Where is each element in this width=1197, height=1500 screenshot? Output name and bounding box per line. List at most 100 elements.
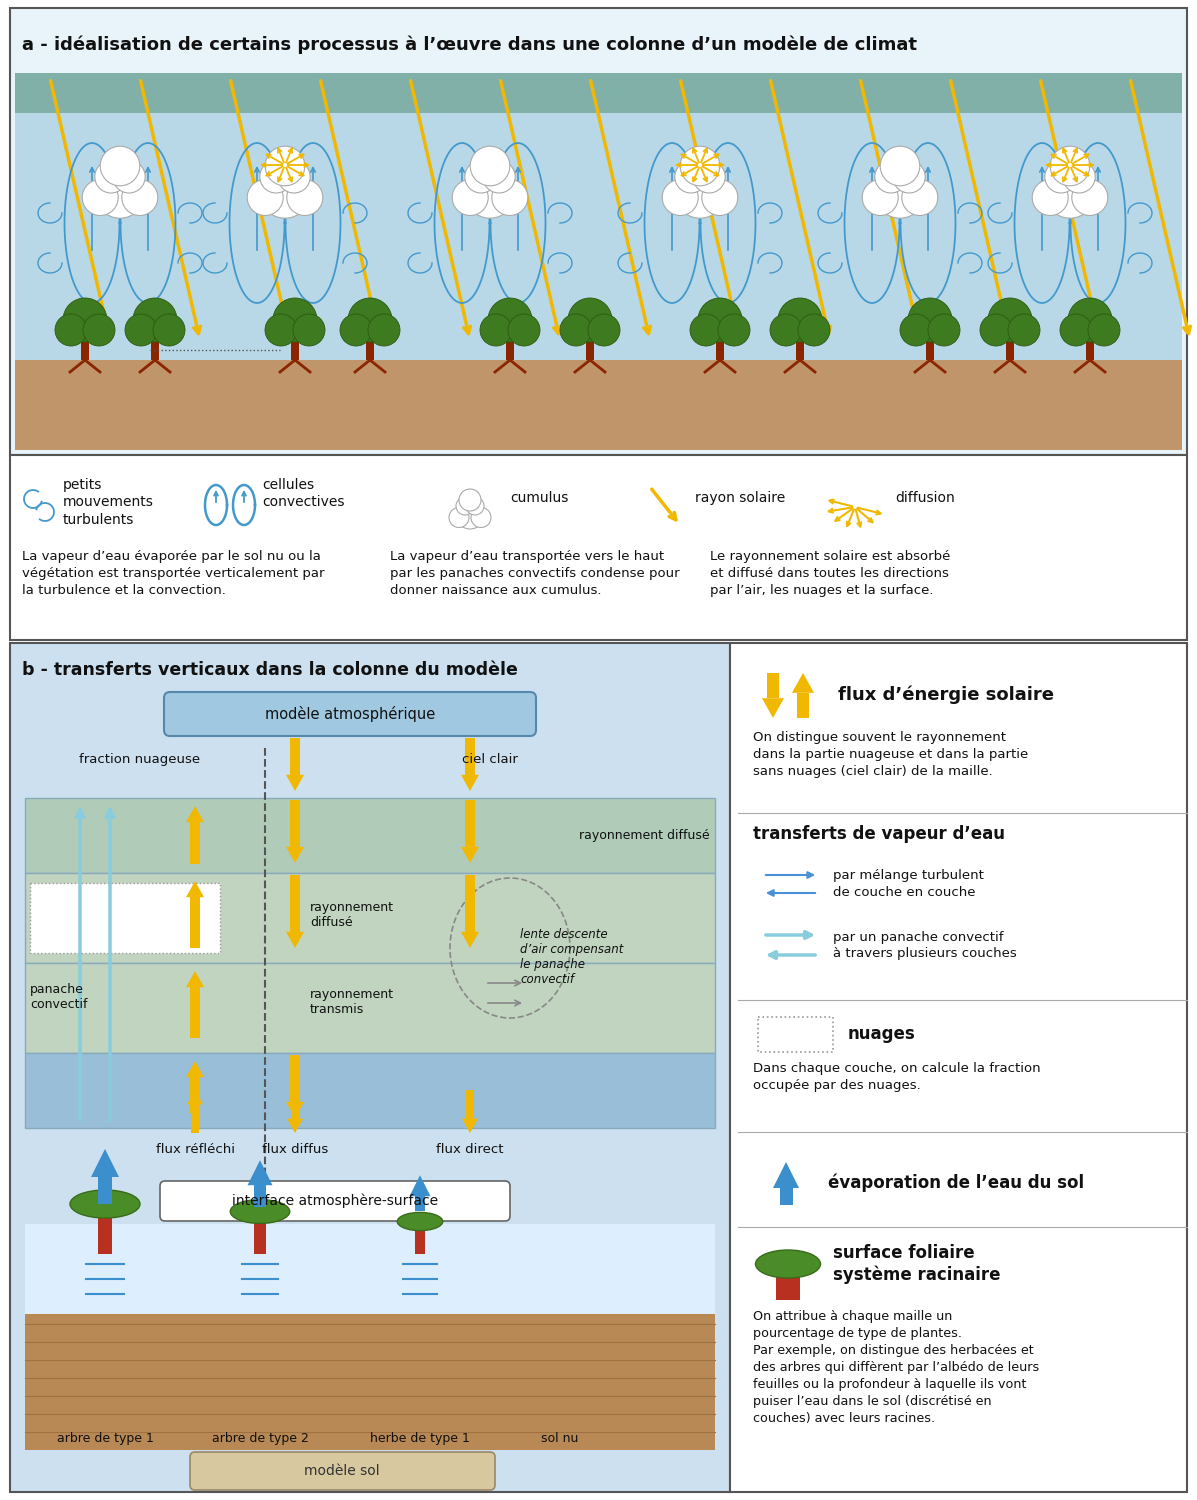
Circle shape <box>452 180 488 216</box>
Polygon shape <box>91 1149 119 1178</box>
Circle shape <box>928 314 960 346</box>
Circle shape <box>470 146 510 186</box>
Circle shape <box>901 180 937 216</box>
Text: lente descente
d’air compensant
le panache
convectif: lente descente d’air compensant le panac… <box>519 928 624 986</box>
Polygon shape <box>286 932 304 948</box>
Bar <box>796 334 804 360</box>
Text: La vapeur d’eau transportée vers le haut
par les panaches convectifs condense po: La vapeur d’eau transportée vers le haut… <box>390 550 680 597</box>
Circle shape <box>101 146 140 186</box>
Ellipse shape <box>69 1190 140 1218</box>
Circle shape <box>480 314 512 346</box>
Bar <box>366 334 373 360</box>
Text: cellules
convectives: cellules convectives <box>262 478 345 510</box>
Bar <box>30 884 220 952</box>
Circle shape <box>458 489 481 512</box>
Circle shape <box>1008 314 1040 346</box>
Text: flux diffus: flux diffus <box>262 1143 328 1156</box>
Polygon shape <box>186 1060 203 1077</box>
Bar <box>254 1208 266 1254</box>
Circle shape <box>909 298 952 342</box>
Polygon shape <box>773 1162 800 1188</box>
Bar <box>81 334 89 360</box>
Circle shape <box>260 168 310 217</box>
Bar <box>10 644 730 1492</box>
Polygon shape <box>409 1176 431 1197</box>
Circle shape <box>1032 180 1068 216</box>
Bar <box>290 738 300 776</box>
Circle shape <box>675 160 707 194</box>
Circle shape <box>133 298 177 342</box>
Bar <box>290 800 300 847</box>
Circle shape <box>569 298 612 342</box>
Circle shape <box>862 180 898 216</box>
Bar <box>466 800 475 847</box>
Circle shape <box>675 168 725 217</box>
Circle shape <box>492 180 528 216</box>
Bar <box>190 1077 200 1113</box>
Bar <box>190 897 200 948</box>
Ellipse shape <box>755 1250 820 1278</box>
Polygon shape <box>287 1119 303 1132</box>
Circle shape <box>340 314 372 346</box>
Text: rayonnement
transmis: rayonnement transmis <box>310 988 394 1016</box>
Circle shape <box>1063 160 1095 194</box>
Bar <box>776 1270 800 1300</box>
Circle shape <box>588 314 620 346</box>
Circle shape <box>95 168 145 217</box>
Circle shape <box>893 160 925 194</box>
Polygon shape <box>286 1102 304 1118</box>
FancyBboxPatch shape <box>190 1452 496 1490</box>
Text: panache
convectif: panache convectif <box>30 982 87 1011</box>
Bar <box>190 822 200 864</box>
Bar <box>415 1218 425 1254</box>
Bar <box>151 334 159 360</box>
Text: petits
mouvements
turbulents: petits mouvements turbulents <box>63 478 154 526</box>
Ellipse shape <box>397 1212 443 1230</box>
Bar <box>190 1104 200 1132</box>
Polygon shape <box>461 776 479 790</box>
Bar <box>466 738 475 776</box>
Circle shape <box>482 160 515 194</box>
Bar <box>254 1185 266 1208</box>
Polygon shape <box>186 806 203 822</box>
Bar <box>506 334 514 360</box>
Circle shape <box>124 314 157 346</box>
Text: diffusion: diffusion <box>895 490 955 506</box>
Circle shape <box>287 180 323 216</box>
Text: On distingue souvent le rayonnement
dans la partie nuageuse et dans la partie
sa: On distingue souvent le rayonnement dans… <box>753 730 1028 778</box>
Circle shape <box>449 507 469 528</box>
Bar <box>98 1178 113 1204</box>
Text: modèle atmosphérique: modèle atmosphérique <box>265 706 436 722</box>
Circle shape <box>778 298 822 342</box>
Bar <box>290 1054 300 1102</box>
Bar <box>797 693 809 718</box>
Text: arbre de type 2: arbre de type 2 <box>212 1432 309 1444</box>
Circle shape <box>273 298 317 342</box>
Bar <box>25 963 715 1053</box>
Text: rayon solaire: rayon solaire <box>695 490 785 506</box>
Bar <box>25 1224 715 1354</box>
Circle shape <box>293 314 326 346</box>
Circle shape <box>456 501 484 530</box>
Polygon shape <box>461 932 479 948</box>
Circle shape <box>488 298 531 342</box>
Bar <box>730 644 1187 1492</box>
Text: transferts de vapeur d’eau: transferts de vapeur d’eau <box>753 825 1005 843</box>
Circle shape <box>456 496 474 514</box>
Text: On attribue à chaque maille un
pourcentage de type de plantes.
Par exemple, on d: On attribue à chaque maille un pourcenta… <box>753 1310 1039 1425</box>
Text: herbe de type 1: herbe de type 1 <box>370 1432 470 1444</box>
Circle shape <box>122 180 158 216</box>
Text: cumulus: cumulus <box>510 490 569 506</box>
Circle shape <box>464 168 515 217</box>
Bar <box>16 74 1181 112</box>
Circle shape <box>689 314 722 346</box>
Circle shape <box>701 180 737 216</box>
Text: La vapeur d’eau évaporée par le sol nu ou la
végétation est transportée vertical: La vapeur d’eau évaporée par le sol nu o… <box>22 550 324 597</box>
Bar <box>758 1017 833 1052</box>
Polygon shape <box>286 847 304 862</box>
Circle shape <box>1050 146 1089 186</box>
Bar <box>25 798 715 873</box>
Circle shape <box>1045 168 1095 217</box>
Bar <box>190 987 200 1038</box>
Circle shape <box>560 314 593 346</box>
